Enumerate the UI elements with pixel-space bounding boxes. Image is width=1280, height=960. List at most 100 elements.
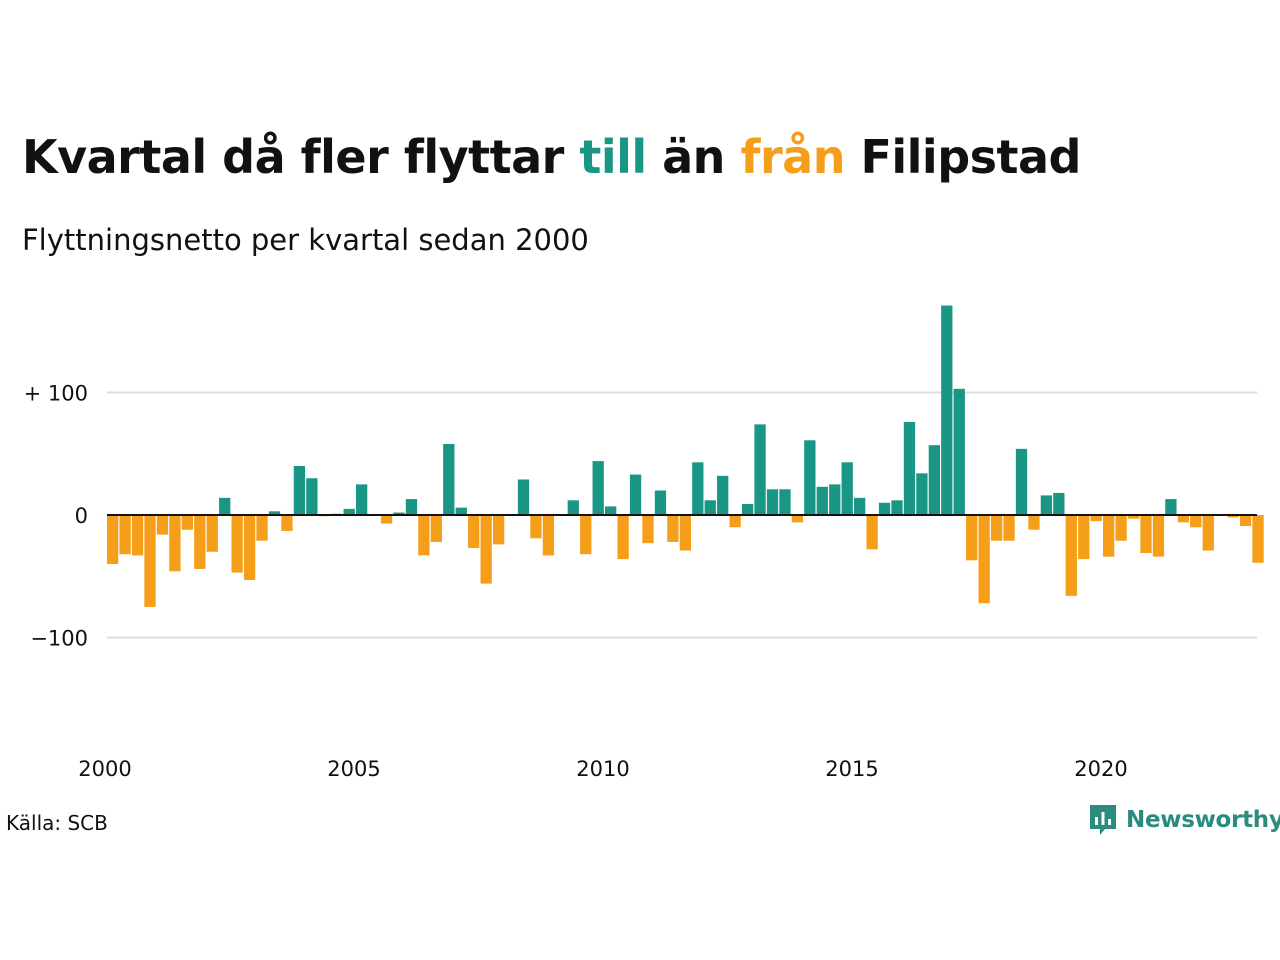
bar <box>916 473 928 515</box>
bar <box>169 515 181 572</box>
bar <box>343 508 355 516</box>
bar <box>306 478 318 515</box>
bar <box>567 500 579 515</box>
bar <box>356 484 368 516</box>
bar <box>928 445 940 516</box>
x-tick-label: 2020 <box>1074 757 1127 781</box>
bar <box>107 515 119 564</box>
bar <box>380 515 393 524</box>
bar <box>741 503 754 516</box>
bar <box>941 305 953 515</box>
bar <box>1053 492 1065 515</box>
bar <box>1115 515 1127 541</box>
bar <box>1202 515 1214 551</box>
bar <box>804 440 816 515</box>
bar <box>517 479 530 516</box>
bar <box>605 506 617 516</box>
x-tick-label: 2000 <box>78 757 131 781</box>
newsworthy-logo: Newsworthy <box>1088 803 1280 837</box>
gridlines <box>107 391 1257 639</box>
bar <box>443 443 455 515</box>
bar <box>1165 499 1177 515</box>
bar <box>667 515 679 542</box>
bar <box>268 511 281 515</box>
bar <box>219 497 231 515</box>
bar <box>206 515 218 552</box>
x-tick-label: 2005 <box>327 757 380 781</box>
bars <box>107 305 1264 607</box>
bar <box>729 515 741 528</box>
bar <box>492 515 505 545</box>
title-part-3: Filipstad <box>844 130 1081 184</box>
bar <box>990 515 1003 541</box>
newsworthy-logo-icon <box>1090 805 1116 835</box>
bar <box>580 515 592 555</box>
bar <box>1103 515 1115 557</box>
bar <box>1065 515 1077 596</box>
bar <box>293 466 306 515</box>
x-tick-label: 2015 <box>825 757 878 781</box>
bar <box>1078 515 1090 560</box>
bar <box>1252 515 1264 563</box>
title-part-1: Kvartal då fler flyttar <box>22 130 580 184</box>
bar <box>119 515 131 555</box>
bar <box>1127 515 1140 519</box>
bar <box>468 515 480 549</box>
bar <box>1040 495 1053 515</box>
bar <box>953 388 965 515</box>
bar <box>405 499 418 515</box>
bar <box>1239 515 1252 527</box>
bar <box>480 515 492 584</box>
tick-labels: + 100 0 −100 2000 2005 2010 2015 2020 <box>24 382 1128 782</box>
y-tick-label: + 100 <box>24 382 88 406</box>
bar <box>791 515 804 523</box>
bar <box>181 515 193 530</box>
bar <box>903 421 916 515</box>
y-tick-label: −100 <box>30 627 88 651</box>
bar <box>1227 515 1239 518</box>
bar <box>779 489 791 515</box>
bar <box>717 475 729 515</box>
bar <box>654 490 667 515</box>
brand-name: Newsworthy <box>1126 807 1280 833</box>
chart-subtitle: Flyttningsnetto per kvartal sedan 2000 <box>22 223 589 257</box>
bar <box>866 515 878 550</box>
bar <box>592 461 604 515</box>
bar <box>754 424 766 515</box>
bar <box>430 515 442 542</box>
bar <box>1028 515 1040 530</box>
bar <box>256 515 268 541</box>
bar <box>829 484 841 516</box>
bar <box>393 512 405 515</box>
bar <box>617 515 629 560</box>
bar <box>231 515 243 573</box>
bar <box>156 515 169 535</box>
bar <box>144 515 156 607</box>
bar <box>692 462 704 515</box>
bar <box>1190 515 1202 528</box>
bar <box>766 489 779 515</box>
bar <box>966 515 978 561</box>
title-part-2: än <box>646 130 741 184</box>
bar <box>1152 515 1165 557</box>
bar <box>455 507 467 515</box>
bar <box>1003 515 1015 541</box>
title-word-fran: från <box>740 130 845 184</box>
bar <box>704 500 716 515</box>
x-tick-label: 2010 <box>576 757 629 781</box>
bar-chart: + 100 0 −100 2000 2005 2010 2015 2020 <box>24 305 1264 782</box>
bar <box>194 515 206 569</box>
chart-title: Kvartal då fler flyttar till än från Fil… <box>22 130 1081 184</box>
y-tick-label: 0 <box>75 504 88 528</box>
bar <box>854 497 866 515</box>
bar <box>816 486 828 515</box>
bar <box>1090 515 1102 522</box>
bar <box>679 515 691 551</box>
bar <box>891 500 903 515</box>
bar <box>542 515 555 556</box>
bar <box>1015 448 1028 515</box>
bar <box>530 515 542 539</box>
bar <box>629 474 642 515</box>
bar <box>418 515 430 556</box>
bar <box>878 502 891 515</box>
